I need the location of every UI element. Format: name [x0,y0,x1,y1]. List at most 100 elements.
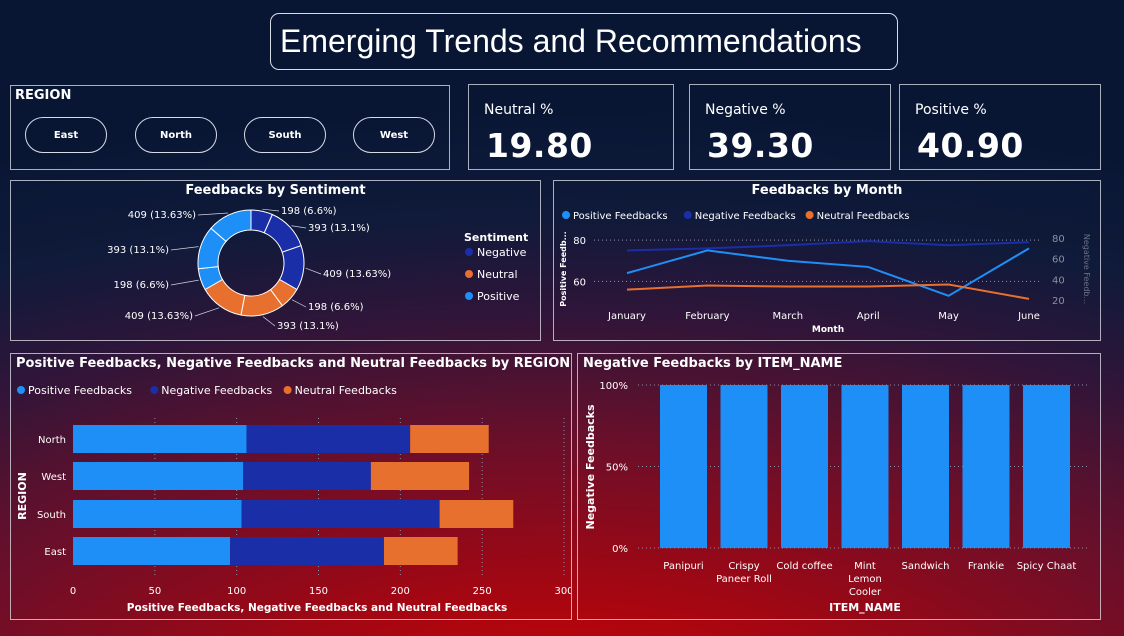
x-tick-label: 300 [554,586,571,597]
legend-marker [150,386,159,394]
sentiment-donut-panel: Feedbacks by Sentiment 198 (6.6%) 393 (13… [10,180,541,341]
kpi-label: Neutral % [484,102,554,118]
y-axis-title: REGION [16,472,29,520]
y-tick-label: North [38,435,66,446]
region-bar-panel: Positive Feedbacks, Negative Feedbacks a… [10,353,572,620]
region-button-east[interactable]: East [25,117,107,153]
x-tick-label: Mint Lemon Cooler [848,561,882,598]
kpi-card-negative: Negative % 39.30 [689,84,891,170]
legend-marker [465,270,473,278]
y-tick-label: 60 [573,277,586,288]
legend-label: Neutral Feedbacks [295,384,397,397]
y-axis-title: Positive Feedb... [559,231,568,306]
region-slicer-label: REGION [15,88,72,103]
kpi-label: Positive % [915,102,987,118]
donut-leader-line [262,208,280,212]
x-tick-label: 100 [227,586,246,597]
legend-label: Positive Feedbacks [573,211,668,222]
dashboard-title: Emerging Trends and Recommendations [270,13,898,70]
donut-leader-line [197,212,229,216]
x-tick-label: Cold coffee [776,561,832,572]
y2-tick-label: 20 [1052,296,1065,307]
region-button-north[interactable]: North [135,117,217,153]
column-bar [781,385,828,548]
legend-marker [465,292,473,300]
legend-label: Neutral [477,268,518,281]
y2-tick-label: 40 [1052,275,1065,286]
column-bar [720,385,768,548]
bar-segment-positive [73,425,247,453]
y2-tick-label: 60 [1052,255,1065,266]
bar-segment-neutral [439,500,514,528]
bar-segment-negative [246,425,411,453]
legend-label: Negative [477,246,527,259]
x-tick-label: 50 [148,586,161,597]
donut-data-label: 198 (6.6%) [114,280,170,291]
bar-segment-positive [73,462,244,490]
line-series-positive [626,247,1030,297]
legend-marker [465,248,473,256]
x-tick-label: 250 [473,586,492,597]
legend-title: Sentiment [464,231,528,244]
donut-data-label: 198 (6.6%) [308,302,364,313]
column-bar [660,385,707,548]
region-stacked-bar-chart: Positive Feedbacks Negative Feedbacks Neut… [16,384,571,614]
bar-segment-positive [73,537,231,565]
x-tick-label: May [938,311,959,322]
donut-data-label: 393 (13.1%) [277,321,339,332]
donut-leader-line [194,307,220,317]
donut-data-label: 409 (13.63%) [125,311,193,322]
legend-marker [683,211,692,219]
x-axis-title: Month [812,325,844,335]
donut-data-label: 409 (13.63%) [128,210,196,221]
bar-segment-neutral [383,537,458,565]
donut-data-label: 393 (13.1%) [308,223,370,234]
column-bar [902,385,949,548]
region-button-south[interactable]: South [244,117,326,153]
bar-segment-negative [230,537,384,565]
kpi-card-positive: Positive % 40.90 [899,84,1101,170]
bar-segment-neutral [410,425,489,453]
month-line-panel: Feedbacks by Month Positive Feedbacks Neg… [553,180,1101,341]
legend-label: Negative Feedbacks [695,211,796,222]
donut-leader-line [262,316,276,327]
column-bar [841,385,889,548]
column-bar [962,385,1010,548]
item-column-chart: 0% 50% 100% Panipuri Crispy Paneer Roll Cold c… [584,381,1090,614]
y-tick-label: West [41,472,66,483]
donut-data-label: 409 (13.63%) [323,269,391,280]
bar-segment-negative [241,500,440,528]
x-tick-label: 0 [70,586,76,597]
legend-label: Negative Feedbacks [161,384,272,397]
item-column-panel: Negative Feedbacks by ITEM_NAME 0% 50% 100… [577,353,1101,620]
chart-title: Negative Feedbacks by ITEM_NAME [583,356,843,371]
x-tick-label: Crispy Paneer Roll [716,561,772,585]
x-tick-label: Frankie [968,561,1004,572]
kpi-value: 19.80 [486,126,593,165]
region-button-west[interactable]: West [353,117,435,153]
legend-marker [805,211,814,219]
x-tick-label: April [857,311,880,322]
x-tick-label: February [685,311,729,322]
x-tick-label: Panipuri [663,561,703,572]
y-tick-label: 0% [612,544,628,555]
kpi-value: 39.30 [707,126,814,165]
donut-leader-line [170,246,199,251]
x-tick-label: March [773,311,803,322]
donut-slice-positive [210,209,252,243]
y-axis-title: Negative Feedbacks [584,404,597,529]
y-tick-label: East [44,547,66,558]
bar-segment-neutral [370,462,470,490]
legend-marker [17,386,25,394]
donut-data-label: 393 (13.1%) [107,245,169,256]
sentiment-donut-chart: 198 (6.6%) 393 (13.1%) 409 (13.63%) 198 (6.… [107,206,528,332]
x-tick-label: Spicy Chaat [1017,561,1077,572]
bar-segment-positive [73,500,242,528]
y-tick-label: 80 [573,236,586,247]
donut-data-label: 198 (6.6%) [281,206,337,217]
legend-marker [562,211,570,219]
y-tick-label: 50% [606,463,628,474]
line-series-neutral [626,283,1030,300]
line-series-negative [626,240,1030,252]
legend-label: Positive Feedbacks [28,384,132,397]
